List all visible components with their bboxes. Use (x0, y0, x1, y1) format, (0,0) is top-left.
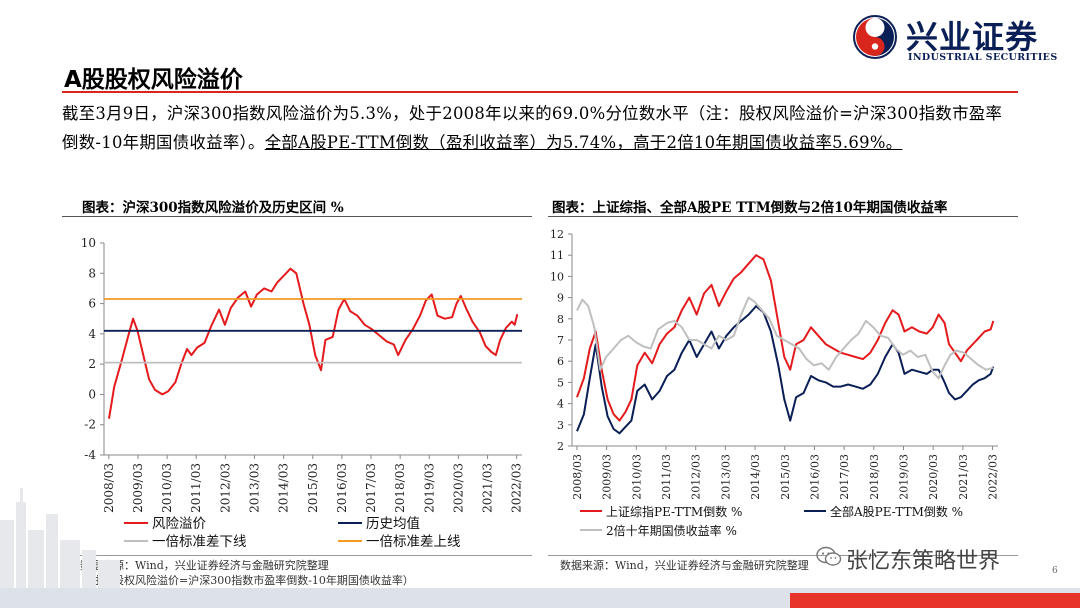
watermark-text: 张忆东策略世界 (846, 549, 1001, 574)
left-x-tick-label: 2013/03 (247, 463, 261, 513)
left-figure-title: 图表：沪深300指数风险溢价及历史区间 % (82, 200, 344, 216)
left-legend-label: 风险溢价 (152, 516, 206, 532)
right-x-tick-label: 2019/03 (897, 454, 910, 500)
right-y-tick-label: 2 (557, 440, 564, 453)
summary-highlight: 全部A股PE-TTM倒数（盈利收益率）为5.74%，高于2倍10年期国债收益率5… (264, 133, 903, 152)
left-legend-label: 一倍标准差下线 (152, 534, 247, 550)
risk-premium-chart: 10 8 6 4 2 0 -2 -4 2008/03 2009/03 2010/03 2011/03 2… (81, 236, 524, 550)
page-number: 6 (1052, 566, 1058, 576)
right-y-tick-label: 8 (557, 313, 564, 326)
right-x-tick-label: 2008/03 (571, 454, 584, 500)
right-y-tick-label: 4 (557, 398, 564, 411)
left-x-tick-label: 2022/03 (510, 463, 524, 513)
right-x-tick-label: 2009/03 (601, 454, 614, 500)
left-series-1-line (108, 267, 519, 419)
left-x-tick-label: 2017/03 (364, 463, 378, 513)
right-x-tick-label: 2013/03 (719, 454, 732, 500)
brand-logo: 兴业证券 INDUSTRIAL SECURITIES (852, 14, 1066, 64)
left-x-tick-label: 2015/03 (306, 463, 320, 513)
left-y-tick-label: 4 (88, 327, 96, 341)
earnings-yield-chart: 12 11 10 9 8 7 6 5 4 3 2 2008/03 2009/03 2010/03 2011/… (550, 228, 1000, 538)
right-series-1-line (576, 254, 995, 422)
right-legend-label: 2倍十年期国债收益率 % (606, 523, 737, 538)
left-x-tick-label: 2021/03 (481, 463, 495, 513)
left-x-tick-label: 2011/03 (189, 463, 203, 513)
right-x-tick-label: 2018/03 (868, 454, 881, 500)
left-y-tick-label: 2 (88, 357, 96, 371)
right-legend-label: 上证综指PE-TTM倒数 % (606, 504, 742, 519)
page-title: A股股权风险溢价 (64, 67, 243, 93)
left-x-tick-label: 2012/03 (218, 463, 232, 513)
right-x-tick-label: 2010/03 (630, 454, 643, 500)
left-x-tick-label: 2009/03 (131, 463, 145, 513)
right-legend-label: 全部A股PE-TTM倒数 % (830, 504, 963, 519)
left-x-tick-label: 2010/03 (160, 463, 174, 513)
right-x-tick-label: 2022/03 (987, 454, 1000, 500)
right-x-tick-label: 2012/03 (690, 454, 703, 500)
left-y-tick-label: -4 (84, 448, 96, 462)
left-y-tick-label: 0 (88, 387, 96, 401)
right-y-tick-label: 11 (550, 249, 564, 262)
right-figure-title: 图表：上证综指、全部A股PE TTM倒数与2倍10年期国债收益率 (552, 200, 948, 216)
left-figure-title-rule (62, 216, 532, 217)
left-source-rule (62, 555, 532, 556)
right-y-tick-label: 6 (557, 355, 564, 368)
left-source-text: 数据来源：Wind，兴业证券经济与金融研究院整理 (80, 559, 329, 572)
brand-name-en: INDUSTRIAL SECURITIES (908, 52, 1058, 63)
left-x-tick-label: 2014/03 (277, 463, 291, 513)
left-x-tick-label: 2016/03 (335, 463, 349, 513)
left-y-tick-label: -2 (84, 418, 96, 432)
left-y-tick-label: 10 (81, 236, 96, 250)
right-y-tick-label: 9 (557, 292, 564, 305)
right-figure-title-rule (548, 216, 1018, 217)
right-y-tick-label: 7 (557, 334, 564, 347)
right-series-2-line (576, 305, 995, 435)
summary-paragraph: 截至3月9日，沪深300指数风险溢价为5.3%，处于2008年以来的69.0%分… (62, 99, 1014, 157)
left-x-tick-label: 2019/03 (422, 463, 436, 513)
footer-accent-bar (790, 593, 1080, 608)
right-x-tick-label: 2014/03 (749, 454, 762, 500)
right-y-tick-label: 3 (557, 419, 564, 432)
right-x-tick-label: 2015/03 (779, 454, 792, 500)
summary-text: 截至3月9日，沪深300指数风险溢价为5.3%，处于2008年以来的69.0%分… (62, 104, 1003, 152)
right-x-tick-label: 2011/03 (660, 454, 673, 500)
right-y-tick-label: 5 (557, 376, 564, 389)
city-skyline-decoration (0, 488, 120, 588)
right-source-rule (548, 555, 1018, 556)
right-y-tick-label: 10 (550, 270, 564, 283)
wechat-icon (816, 546, 842, 566)
left-y-tick-label: 8 (88, 266, 96, 280)
right-source-text: 数据来源：Wind，兴业证券经济与金融研究院整理 (560, 559, 809, 572)
brand-name-cn: 兴业证券 (906, 18, 1039, 56)
right-y-tick-label: 12 (550, 228, 564, 241)
left-legend-label: 历史均值 (366, 516, 420, 532)
left-x-tick-label: 2008/03 (102, 463, 116, 513)
left-source-note: （注：股权风险溢价=沪深300指数市盈率倒数-10年期国债收益率） (80, 574, 414, 587)
left-x-tick-label: 2018/03 (393, 463, 407, 513)
right-series-3-line (576, 296, 994, 380)
right-x-tick-label: 2021/03 (957, 454, 970, 500)
left-y-tick-label: 6 (88, 297, 96, 311)
right-x-tick-label: 2020/03 (927, 454, 940, 500)
brand-logo-icon (853, 15, 897, 59)
right-x-tick-label: 2016/03 (808, 454, 821, 500)
title-divider (62, 91, 1018, 93)
left-x-tick-label: 2020/03 (451, 463, 465, 513)
left-legend-label: 一倍标准差上线 (366, 534, 461, 550)
right-x-tick-label: 2017/03 (838, 454, 851, 500)
